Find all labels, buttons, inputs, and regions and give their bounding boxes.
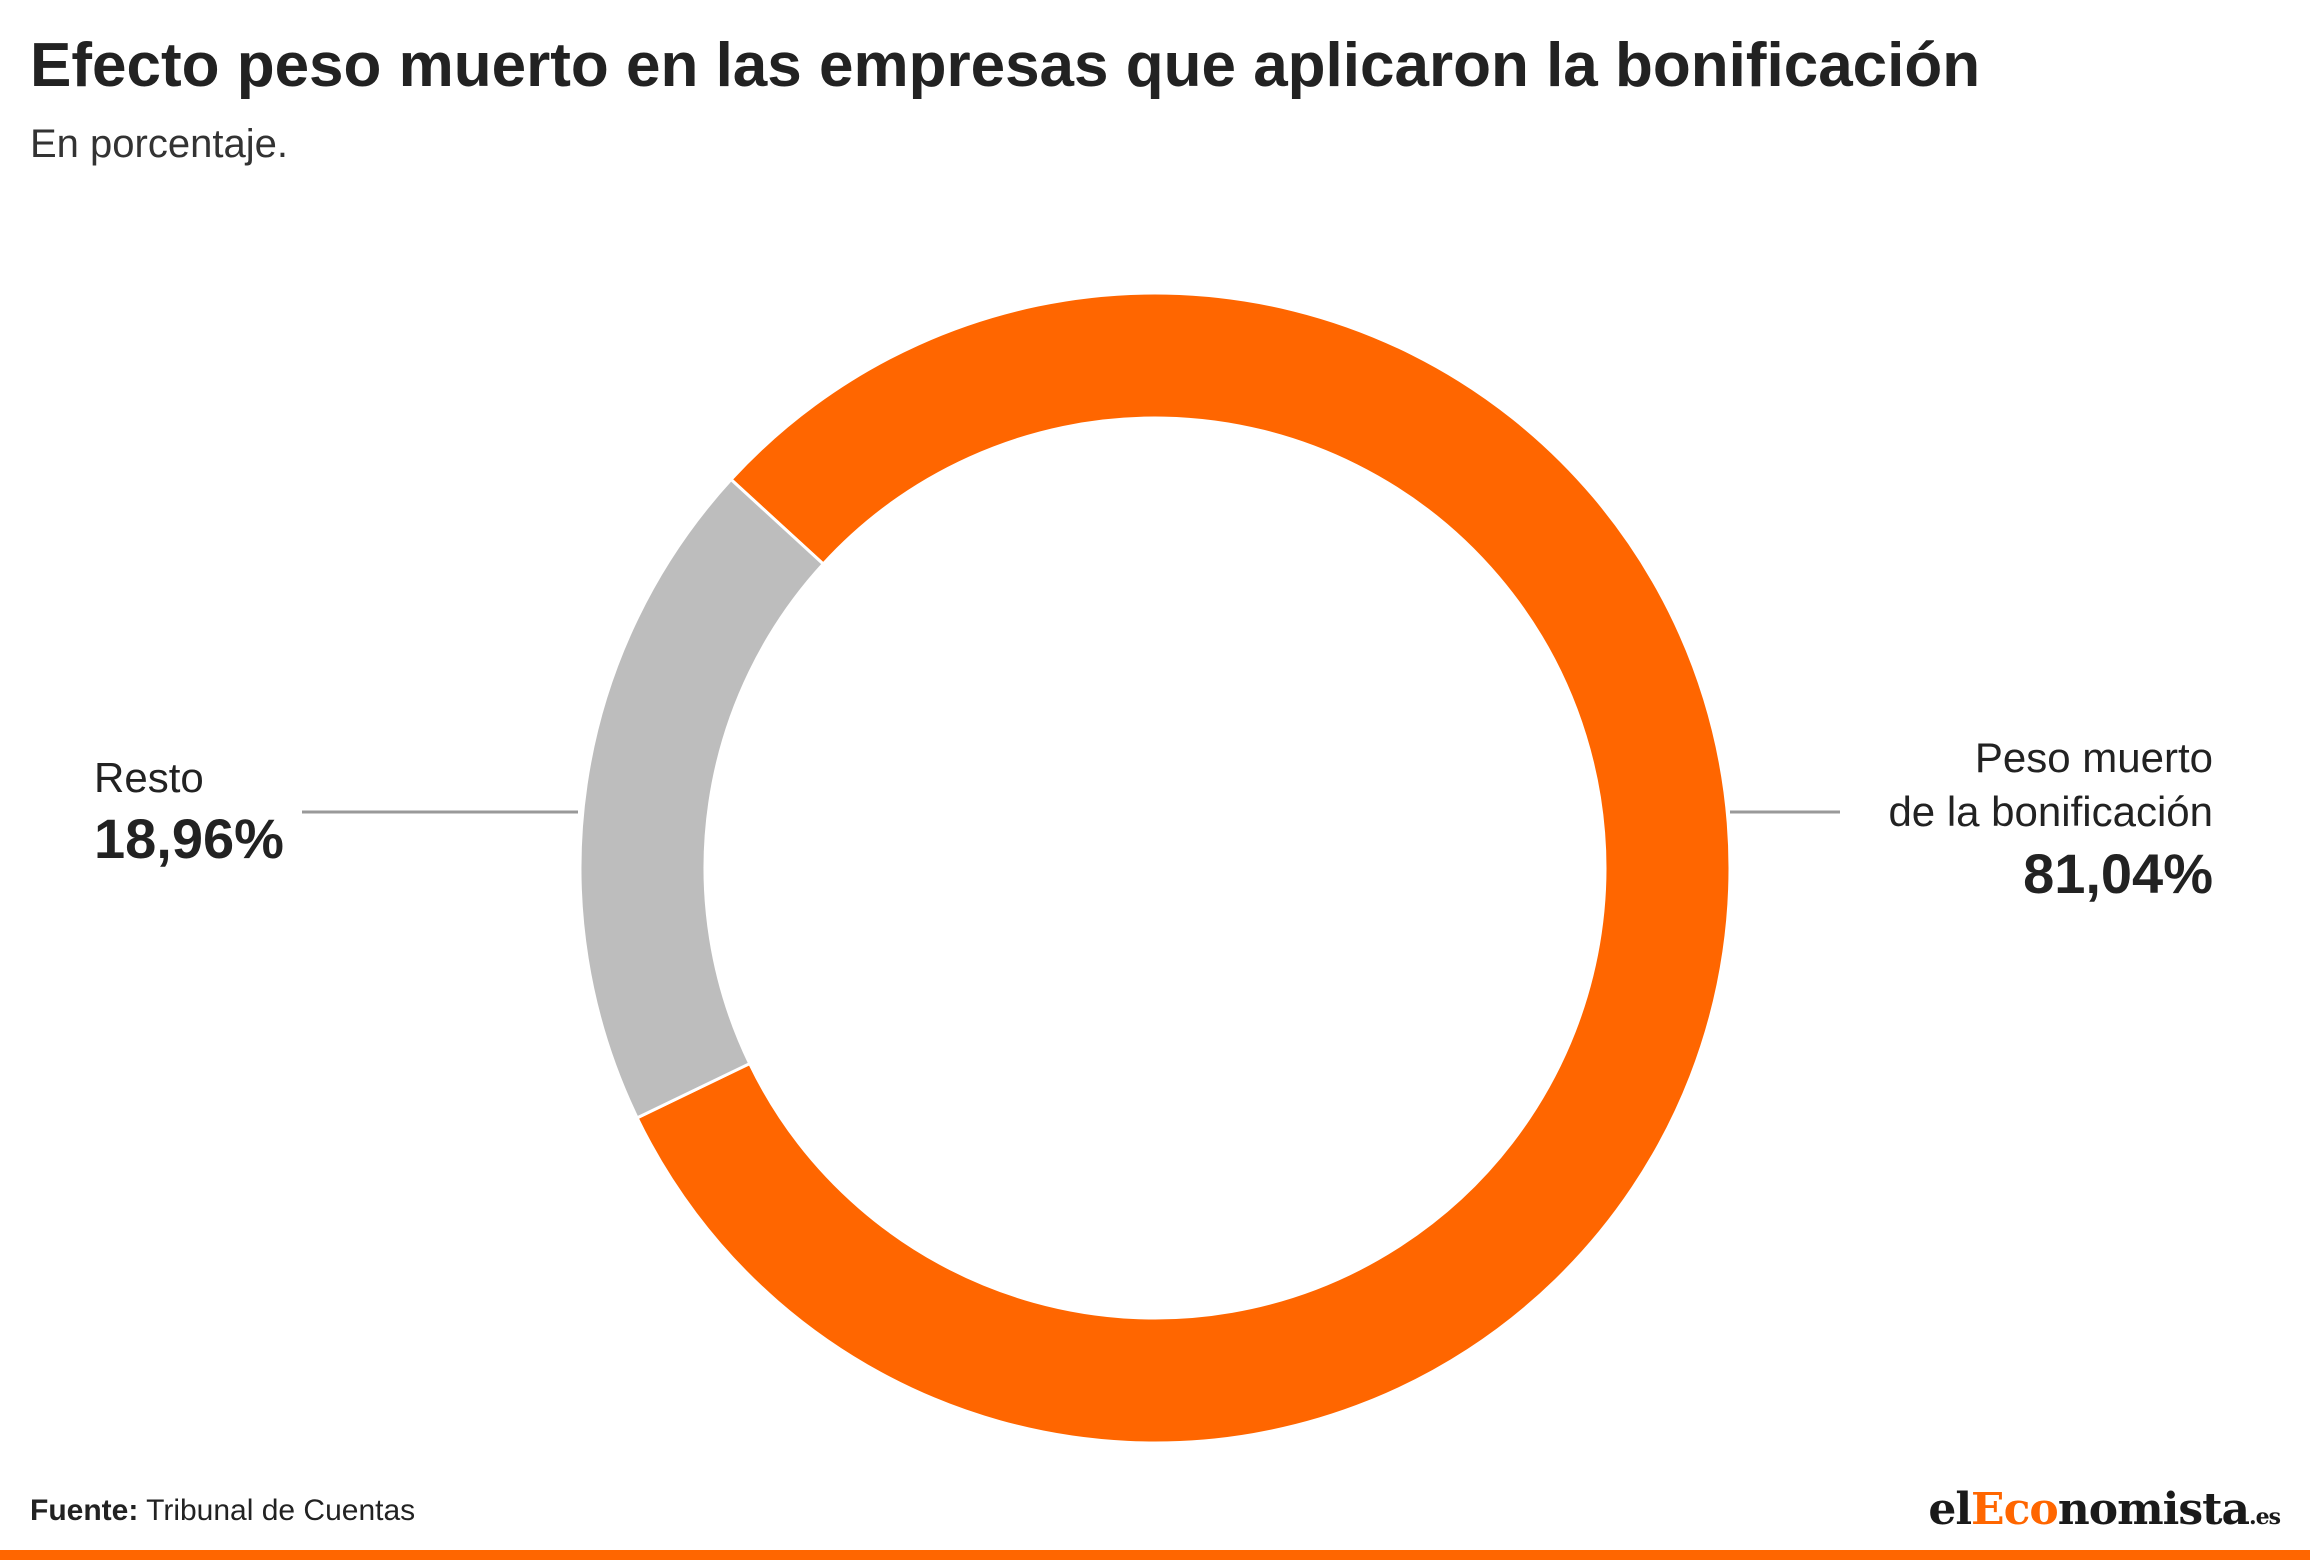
donut-slice-peso-muerto <box>635 291 1732 1445</box>
logo-prefix: el <box>1928 1484 1972 1535</box>
source-note: Fuente: Tribunal de Cuentas <box>30 1494 415 1528</box>
source-text: Tribunal de Cuentas <box>138 1494 416 1527</box>
source-label: Fuente: <box>30 1494 139 1527</box>
logo-rest: nomista <box>2057 1484 2250 1535</box>
slice-value-resto: 18,96% <box>94 807 284 870</box>
slice-label-peso-muerto-line2: de la bonificación <box>1888 788 2213 835</box>
donut-slice-resto <box>578 477 826 1120</box>
brand-logo: elEconomista.es <box>1928 1484 2281 1535</box>
chart-title: Efecto peso muerto en las empresas que a… <box>30 31 1981 100</box>
slice-label-resto: Resto <box>94 754 204 801</box>
chart-subtitle: En porcentaje. <box>30 122 288 166</box>
bottom-accent-bar <box>0 1550 2310 1560</box>
slice-value-peso-muerto: 81,04% <box>2023 842 2213 905</box>
logo-accent: Eco <box>1971 1484 2059 1535</box>
logo-tld: .es <box>2248 1504 2281 1530</box>
slice-label-peso-muerto-line1: Peso muerto <box>1975 734 2213 781</box>
